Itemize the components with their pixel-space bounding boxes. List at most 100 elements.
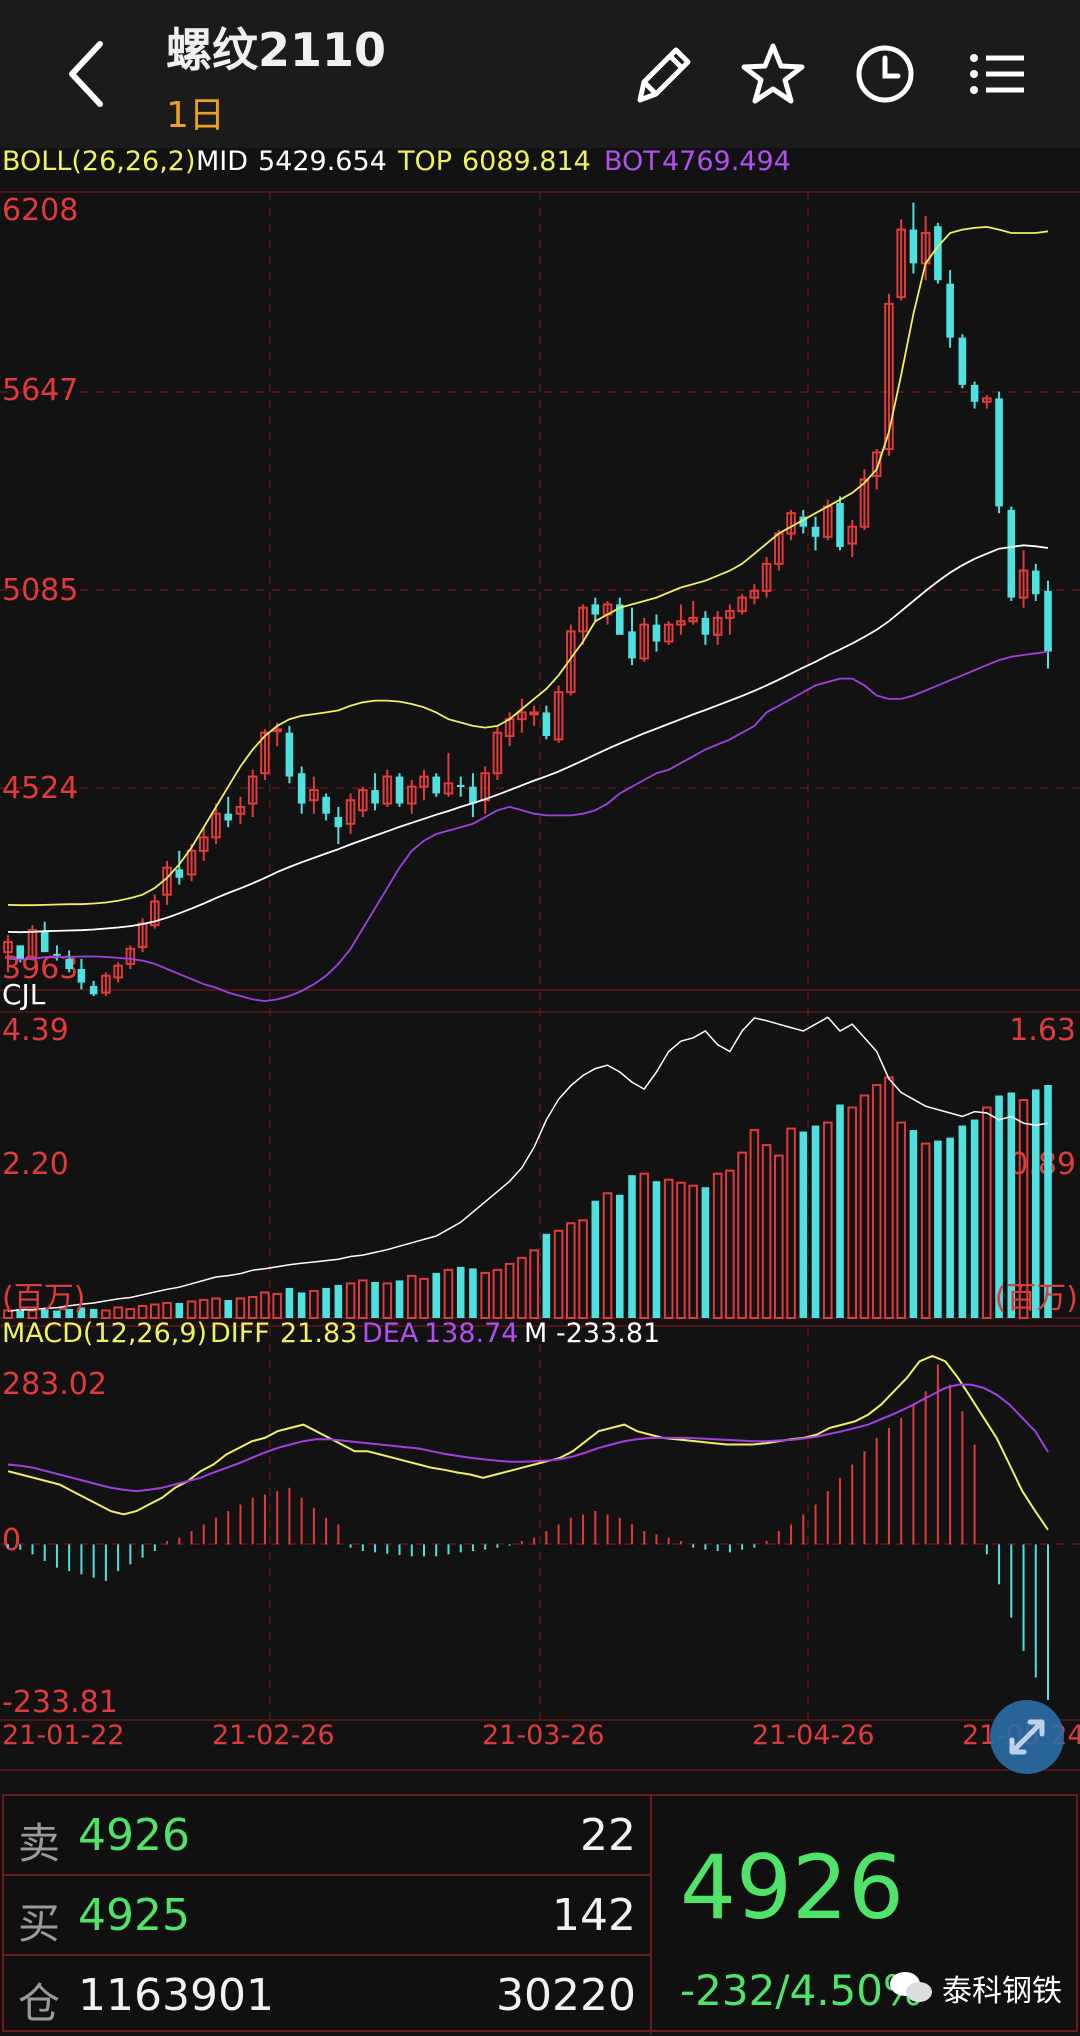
contract-title: 螺纹2110 — [166, 23, 387, 77]
bid-label: 买 — [18, 1899, 61, 1948]
volume-unit-right: (百万) — [995, 1281, 1078, 1316]
volume-bar — [811, 1125, 820, 1318]
candle — [799, 516, 808, 527]
bid-price: 4925 — [78, 1890, 190, 1941]
period-selector[interactable]: 1日 — [166, 95, 225, 136]
candle — [836, 503, 844, 547]
oi-value: 1163901 — [78, 1970, 274, 2021]
volume-bar — [419, 1277, 429, 1319]
macd-legend: MACD(12,26,9) DIFF 21.83 DEA 138.74 M -2… — [2, 1318, 660, 1720]
volume-bar — [504, 1262, 515, 1319]
boll-top-label: TOP — [397, 146, 452, 177]
macd-histogram — [7, 1364, 1049, 1700]
volume-bar — [517, 1256, 527, 1319]
clock-icon[interactable] — [852, 38, 918, 110]
volume-bar — [663, 1178, 674, 1320]
candle — [542, 712, 551, 737]
volume-label: CJL — [2, 978, 46, 1011]
candle — [786, 512, 796, 535]
volume-bar — [309, 1289, 319, 1319]
candle — [1018, 569, 1029, 599]
volume-bar — [150, 1303, 160, 1319]
volume-bar — [749, 1129, 760, 1319]
candle — [688, 616, 698, 623]
volume-bar — [492, 1268, 503, 1319]
volume-bar — [871, 1083, 882, 1319]
open-interest-line — [7, 1016, 1049, 1312]
ask-price: 4926 — [78, 1810, 190, 1861]
candle — [749, 589, 760, 599]
price-tick: 5085 — [2, 573, 78, 608]
candle — [982, 397, 992, 403]
volume-bar — [456, 1266, 465, 1318]
price-change: -232/4.50% — [680, 1966, 923, 2015]
volume-bar — [480, 1271, 490, 1319]
volume-bar — [836, 1104, 844, 1318]
candle — [285, 732, 294, 777]
header-bar: 螺纹2110 1日 — [0, 0, 1080, 148]
candle — [553, 691, 564, 741]
volume-bar — [322, 1287, 330, 1318]
candle — [591, 604, 600, 615]
quote-panel: 卖 4926 22 买 4925 142 仓 1163901 30220 492… — [0, 1792, 1080, 2034]
candle — [27, 929, 38, 959]
candle — [480, 772, 490, 802]
volume-bar — [345, 1282, 356, 1319]
candle — [358, 789, 368, 812]
volume-bar — [615, 1194, 624, 1318]
edit-icon[interactable] — [630, 38, 696, 110]
candle — [125, 947, 136, 965]
fullscreen-button[interactable] — [990, 1700, 1064, 1774]
volume-bar — [712, 1172, 723, 1320]
candle — [995, 398, 1003, 507]
volume-bar — [652, 1181, 661, 1318]
volume-bar — [701, 1187, 710, 1318]
candle — [847, 525, 858, 545]
volume-bar — [859, 1094, 870, 1319]
volume-bar — [725, 1169, 735, 1320]
volume-bar — [566, 1222, 576, 1320]
menu-icon[interactable] — [964, 38, 1030, 110]
candle — [469, 786, 477, 804]
volume-tick: 4.39 — [2, 1013, 69, 1048]
volume-bar — [137, 1304, 148, 1319]
kline-chart[interactable]: BOLL(26,26,2) MID 5429.654 TOP 6089.814 … — [0, 140, 1080, 1780]
macd-m-label: M — [524, 1318, 547, 1349]
wechat-icon — [890, 1972, 932, 2002]
volume-bar — [89, 1308, 98, 1318]
boll-bot-line — [7, 650, 1049, 1003]
volume-bar — [786, 1127, 796, 1319]
bid-volume: 142 — [552, 1890, 636, 1941]
candle — [101, 974, 111, 994]
volume-bar — [443, 1268, 454, 1319]
candle — [247, 775, 258, 805]
candle — [615, 604, 624, 635]
macd-tick: 0 — [2, 1523, 21, 1558]
volume-bar — [371, 1281, 379, 1318]
candle — [150, 900, 160, 927]
boll-bot-label: BOT — [604, 146, 660, 177]
candle — [40, 931, 49, 953]
volume-tick: 2.20 — [2, 1147, 69, 1182]
volume-bar — [1031, 1089, 1040, 1318]
price-tick: 6208 — [2, 193, 78, 228]
candle — [934, 226, 942, 281]
candle — [65, 958, 73, 970]
candle — [628, 631, 636, 659]
volume-bar — [113, 1306, 123, 1319]
back-icon[interactable] — [60, 36, 120, 112]
volume-bar — [553, 1229, 564, 1320]
macd-tick: 283.02 — [2, 1367, 107, 1402]
macd-diff-value: 21.83 — [280, 1318, 357, 1349]
candle — [395, 776, 404, 804]
ask-row: 卖 4926 22 — [4, 1796, 650, 1876]
volume-bar — [896, 1121, 906, 1319]
candle — [566, 630, 576, 694]
candle — [1044, 590, 1052, 652]
expand-icon — [1009, 1719, 1045, 1755]
star-icon[interactable] — [740, 38, 806, 110]
boll-bot-value: 4769.494 — [662, 146, 791, 177]
watermark-text: 泰科钢铁 — [942, 1974, 1062, 2009]
macd-dea-line — [7, 1383, 1049, 1493]
chart-grid — [0, 191, 1080, 1771]
